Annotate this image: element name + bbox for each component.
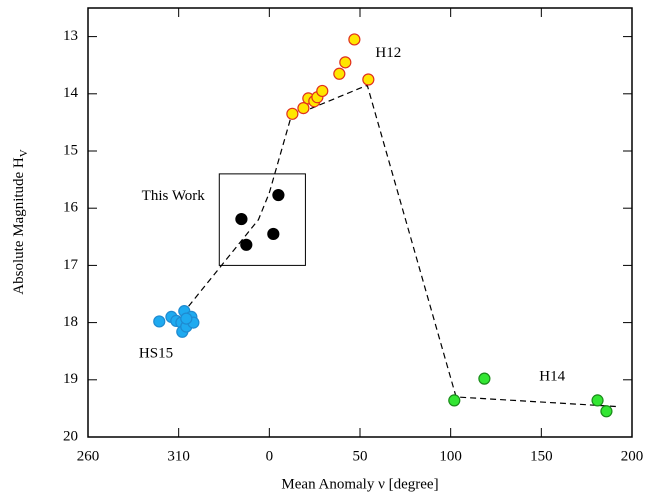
y-tick-label: 15 — [63, 142, 78, 158]
point — [591, 394, 604, 407]
this-work-box — [218, 173, 306, 266]
box-label: This Work — [142, 188, 206, 204]
annotation: H12 — [375, 45, 401, 61]
y-tick-label: 14 — [63, 85, 79, 101]
x-tick-label: 260 — [77, 448, 100, 464]
point — [333, 67, 346, 80]
x-axis-label: Mean Anomaly ν [degree] — [281, 476, 438, 492]
annotation: HS15 — [139, 345, 173, 361]
y-tick-label: 19 — [63, 371, 78, 387]
y-axis-label-main: Absolute Magnitude H — [11, 157, 27, 295]
y-tick-label: 13 — [63, 28, 78, 44]
y-axis-label: Absolute Magnitude HV — [11, 149, 29, 294]
y-tick-label: 20 — [63, 428, 78, 444]
y-tick-label: 17 — [63, 257, 79, 273]
x-tick-label: 50 — [353, 448, 368, 464]
point — [362, 73, 375, 86]
point — [240, 238, 253, 251]
point — [339, 56, 352, 69]
x-tick-label: 0 — [266, 448, 274, 464]
point — [267, 227, 280, 241]
x-tick-label: 310 — [167, 448, 190, 464]
y-tick-label: 16 — [63, 200, 79, 216]
point — [448, 394, 461, 407]
x-tick-label: 100 — [439, 448, 462, 464]
point — [348, 33, 361, 46]
point — [272, 188, 285, 202]
point — [286, 107, 299, 120]
y-axis-label-sub: V — [18, 149, 30, 157]
point — [180, 312, 193, 325]
annotation: H14 — [539, 368, 565, 384]
x-tick-label: 200 — [621, 448, 644, 464]
point — [297, 101, 310, 115]
point — [600, 405, 613, 418]
x-tick-label: 150 — [530, 448, 553, 464]
y-tick-label: 18 — [63, 314, 78, 330]
point — [153, 315, 166, 328]
point — [478, 372, 491, 385]
point — [235, 212, 248, 226]
point — [316, 84, 329, 98]
